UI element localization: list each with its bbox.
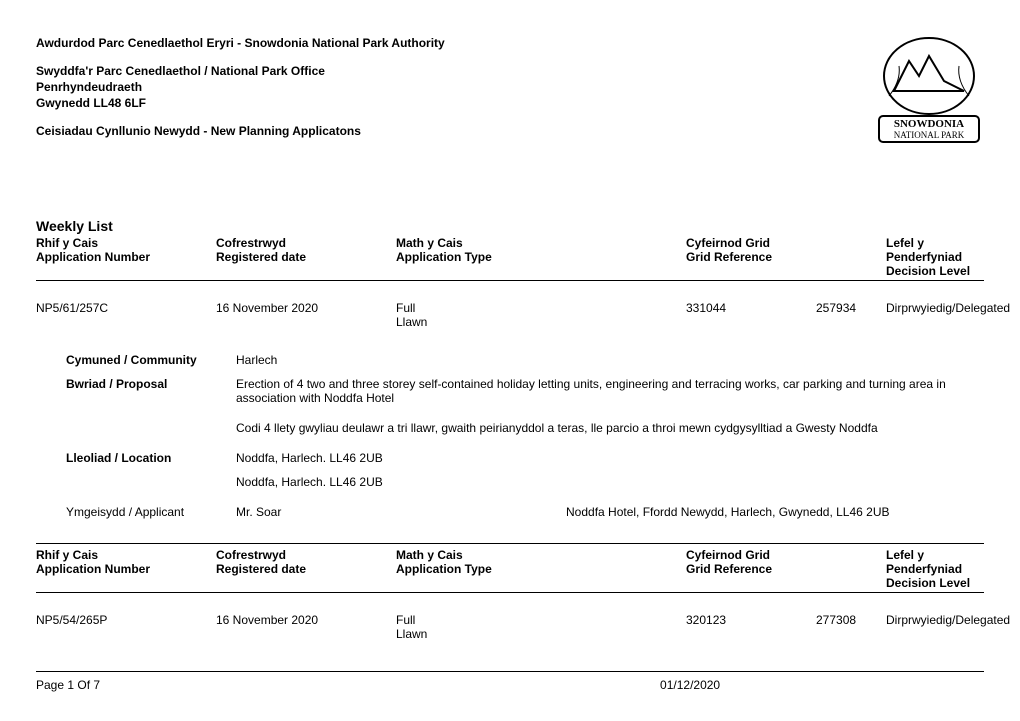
col-app-no-en: Application Number	[36, 562, 208, 576]
col-reg-cy: Cofrestrwyd	[216, 236, 388, 250]
application-details: Cymuned / Community Harlech Bwriad / Pro…	[66, 353, 984, 519]
registered-date: 16 November 2020	[216, 301, 396, 329]
app-type-en: Full	[396, 613, 678, 627]
col-decision-cy: Lefel y Penderfyniad	[886, 548, 976, 576]
applicant-address: Noddfa Hotel, Ffordd Newydd, Harlech, Gw…	[566, 505, 984, 519]
col-type-en: Application Type	[396, 562, 678, 576]
registered-date: 16 November 2020	[216, 613, 396, 641]
addr-line-2: Gwynedd LL48 6LF	[36, 96, 984, 110]
proposal-cy: Codi 4 llety gwyliau deulawr a tri llawr…	[236, 421, 984, 435]
col-grid-en: Grid Reference	[686, 250, 808, 264]
proposal-en: Erection of 4 two and three storey self-…	[236, 377, 984, 405]
col-type-cy: Math y Cais	[396, 548, 678, 562]
grid-ref-1: 331044	[686, 301, 816, 329]
location-2: Noddfa, Harlech. LL46 2UB	[236, 475, 984, 489]
grid-ref-2: 257934	[816, 301, 886, 329]
col-reg-en: Registered date	[216, 562, 388, 576]
office-line: Swyddfa'r Parc Cenedlaethol / National P…	[36, 64, 984, 78]
park-logo-icon: SNOWDONIA NATIONAL PARK	[874, 36, 984, 149]
app-number: NP5/61/257C	[36, 301, 216, 329]
column-header-row: Rhif y Cais Application Number Cofrestrw…	[36, 236, 984, 281]
application-row: NP5/54/265P 16 November 2020 Full Llawn …	[36, 613, 984, 641]
location-label: Lleoliad / Location	[66, 451, 236, 465]
col-reg-en: Registered date	[216, 250, 388, 264]
app-type-en: Full	[396, 301, 678, 315]
col-grid-en: Grid Reference	[686, 562, 808, 576]
col-decision-en: Decision Level	[886, 576, 976, 590]
report-title: Weekly List	[36, 218, 984, 234]
col-app-no-cy: Rhif y Cais	[36, 548, 208, 562]
divider	[36, 543, 984, 544]
org-line: Awdurdod Parc Cenedlaethol Eryri - Snowd…	[36, 36, 984, 50]
page-number: Page 1 Of 7	[36, 678, 100, 692]
col-grid-cy: Cyfeirnod Grid	[686, 236, 808, 250]
header-text: Awdurdod Parc Cenedlaethol Eryri - Snowd…	[36, 36, 984, 138]
print-date: 01/12/2020	[660, 678, 720, 692]
page-header: Awdurdod Parc Cenedlaethol Eryri - Snowd…	[36, 36, 984, 138]
col-grid-cy: Cyfeirnod Grid	[686, 548, 808, 562]
applicant-name: Mr. Soar	[236, 505, 566, 519]
col-decision-cy: Lefel y Penderfyniad	[886, 236, 976, 264]
col-app-no-en: Application Number	[36, 250, 208, 264]
app-type-cy: Llawn	[396, 315, 678, 329]
column-header-row: Rhif y Cais Application Number Cofrestrw…	[36, 548, 984, 593]
applicant-label: Ymgeisydd / Applicant	[66, 505, 236, 519]
svg-text:NATIONAL PARK: NATIONAL PARK	[894, 130, 965, 140]
community-value: Harlech	[236, 353, 984, 367]
svg-text:SNOWDONIA: SNOWDONIA	[894, 118, 964, 130]
location-1: Noddfa, Harlech. LL46 2UB	[236, 451, 984, 465]
decision-level: Dirprwyiedig/Delegated	[886, 301, 1018, 329]
col-app-no-cy: Rhif y Cais	[36, 236, 208, 250]
application-row: NP5/61/257C 16 November 2020 Full Llawn …	[36, 301, 984, 329]
col-type-en: Application Type	[396, 250, 678, 264]
col-decision-en: Decision Level	[886, 264, 976, 278]
community-label: Cymuned / Community	[66, 353, 236, 367]
proposal-label: Bwriad / Proposal	[66, 377, 236, 405]
decision-level: Dirprwyiedig/Delegated	[886, 613, 1018, 641]
grid-ref-2: 277308	[816, 613, 886, 641]
page-footer: Page 1 Of 7 01/12/2020	[36, 671, 984, 692]
app-type-cy: Llawn	[396, 627, 678, 641]
subject-line: Ceisiadau Cynllunio Newydd - New Plannin…	[36, 124, 984, 138]
col-reg-cy: Cofrestrwyd	[216, 548, 388, 562]
grid-ref-1: 320123	[686, 613, 816, 641]
addr-line-1: Penrhyndeudraeth	[36, 80, 984, 94]
app-number: NP5/54/265P	[36, 613, 216, 641]
col-type-cy: Math y Cais	[396, 236, 678, 250]
